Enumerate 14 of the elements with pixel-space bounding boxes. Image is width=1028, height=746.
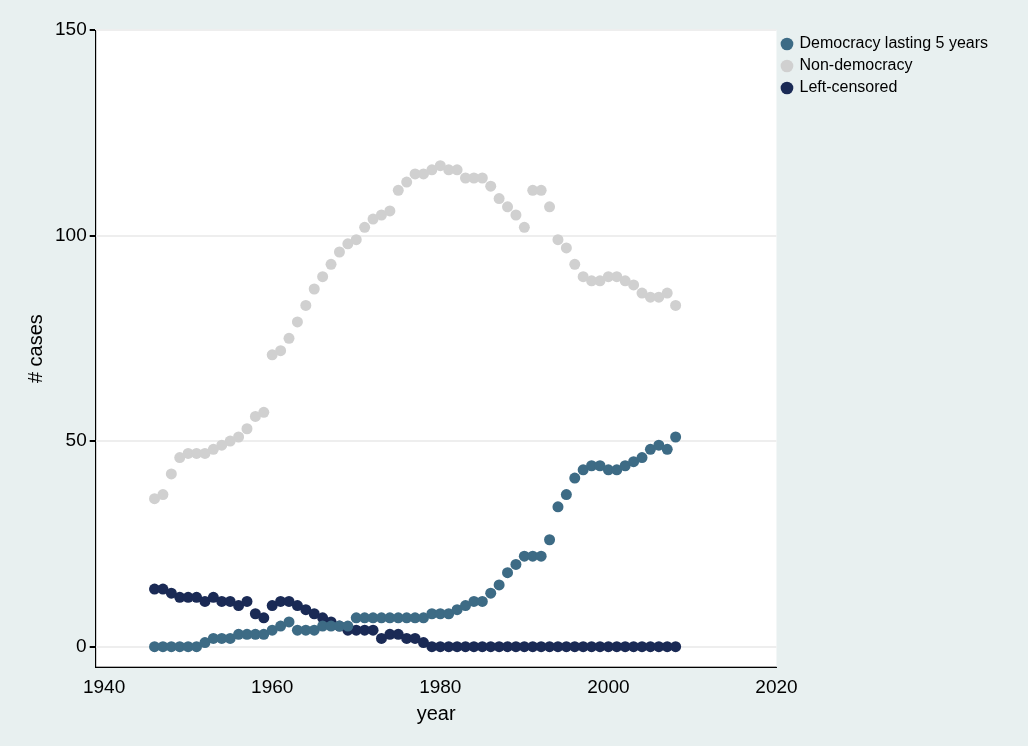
x-tick-label: 1940: [82, 675, 126, 697]
legend-label: Democracy lasting 5 years: [799, 34, 988, 52]
y-axis-title: # cases: [23, 314, 46, 384]
x-tick-label: 1960: [251, 675, 294, 697]
legend-label: Left-censored: [799, 78, 898, 96]
y-tick-label: 150: [55, 18, 87, 40]
y-tick-label: 0: [76, 634, 87, 656]
x-axis-title: year: [416, 701, 456, 724]
legend-label: Non-democracy: [799, 56, 913, 74]
x-tick-label: 2000: [587, 675, 630, 697]
y-tick-label: 100: [55, 223, 87, 245]
x-tick-label: 2020: [755, 675, 798, 697]
x-tick-label: 1980: [419, 675, 462, 697]
y-tick-label: 50: [65, 429, 87, 451]
